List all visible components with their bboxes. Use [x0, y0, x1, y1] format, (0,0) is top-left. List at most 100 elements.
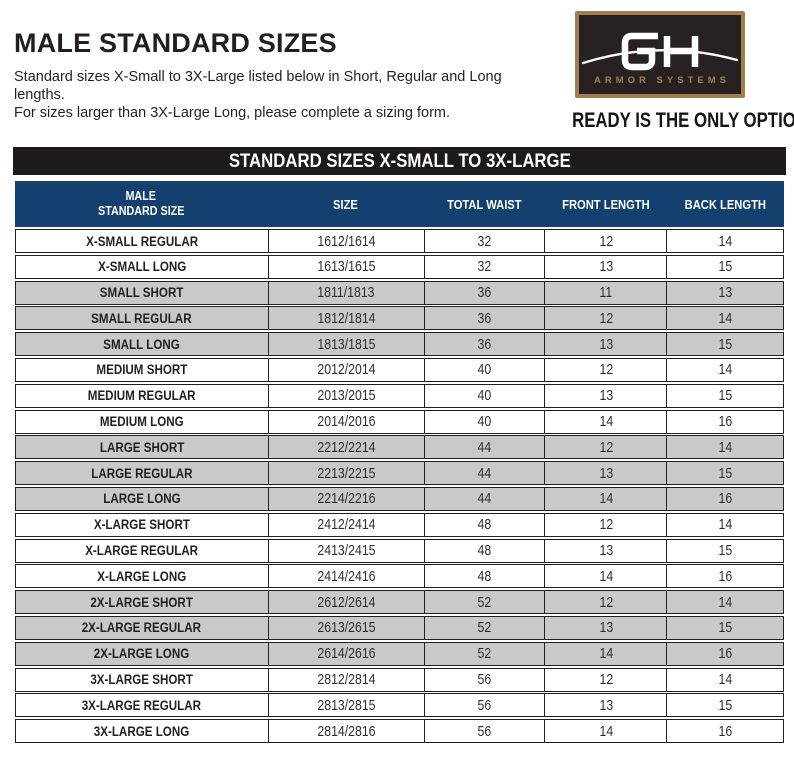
total-waist-cell: 48 [424, 539, 544, 562]
front-length-cell: 13 [544, 539, 666, 562]
table-row: 3X-LARGE LONG 2814/2816 56 14 16 [15, 719, 784, 744]
table-row: MEDIUM REGULAR 2013/2015 40 13 15 [15, 383, 784, 408]
table-row: 2X-LARGE SHORT 2612/2614 52 12 14 [15, 590, 784, 615]
front-length-cell: 12 [544, 513, 666, 536]
size-name-cell: X-SMALL LONG [97, 259, 186, 275]
table-row: X-LARGE LONG 2414/2416 48 14 16 [15, 564, 784, 589]
table-row: LARGE LONG 2214/2216 44 14 16 [15, 486, 784, 511]
back-length-cell: 16 [666, 487, 783, 510]
size-name-cell: 2X-LARGE REGULAR [82, 620, 202, 636]
size-code-cell: 1812/1814 [267, 307, 424, 330]
front-length-cell: 14 [544, 642, 666, 665]
front-length-cell: 13 [544, 255, 666, 278]
table-row: X-SMALL LONG 1613/1615 32 13 15 [15, 254, 784, 279]
table-row: MEDIUM SHORT 2012/2014 40 12 14 [15, 357, 784, 382]
front-length-cell: 13 [544, 333, 666, 356]
size-name-cell: X-LARGE SHORT [93, 517, 190, 533]
total-waist-cell: 56 [424, 668, 544, 691]
front-length-cell: 11 [544, 281, 666, 304]
column-header-standard-size: MALE STANDARD SIZE [97, 189, 185, 218]
table-row: X-SMALL REGULAR 1612/1614 32 12 14 [15, 229, 784, 253]
subtitle: Standard sizes X-Small to 3X-Large liste… [14, 68, 524, 122]
front-length-cell: 12 [544, 230, 666, 252]
size-code-cell: 1613/1615 [267, 255, 424, 278]
total-waist-cell: 32 [424, 255, 544, 278]
back-length-cell: 16 [666, 565, 783, 588]
column-header-size: SIZE [333, 196, 359, 212]
size-code-cell: 2412/2414 [267, 513, 424, 536]
front-length-cell: 14 [544, 410, 666, 433]
total-waist-cell: 52 [424, 616, 544, 639]
table-row: SMALL LONG 1813/1815 36 13 15 [15, 332, 784, 357]
front-length-cell: 12 [544, 358, 666, 381]
back-length-cell: 13 [666, 281, 783, 304]
size-name-cell: SMALL LONG [103, 336, 181, 352]
size-code-cell: 2613/2615 [267, 616, 424, 639]
size-name-cell: SMALL REGULAR [91, 310, 192, 326]
logo-name: ARMOR SYSTEMS [594, 74, 730, 86]
total-waist-cell: 52 [424, 642, 544, 665]
front-length-cell: 14 [544, 565, 666, 588]
subtitle-line-1: Standard sizes X-Small to 3X-Large liste… [14, 69, 502, 103]
subtitle-line-2: For sizes larger than 3X-Large Long, ple… [14, 105, 451, 121]
size-code-cell: 2214/2216 [267, 487, 424, 510]
size-name-cell: X-SMALL REGULAR [85, 233, 198, 249]
document-header: MALE STANDARD SIZES Standard sizes X-Sma… [14, 28, 524, 122]
size-code-cell: 2213/2215 [267, 462, 424, 485]
total-waist-cell: 44 [424, 436, 544, 459]
table-row: LARGE SHORT 2212/2214 44 12 14 [15, 435, 784, 460]
front-length-cell: 12 [544, 668, 666, 691]
page-title: MALE STANDARD SIZES [14, 28, 337, 58]
size-name-cell: MEDIUM SHORT [96, 362, 188, 378]
back-length-cell: 14 [666, 358, 783, 381]
total-waist-cell: 36 [424, 333, 544, 356]
size-code-cell: 2614/2616 [267, 642, 424, 665]
size-code-cell: 2812/2814 [267, 668, 424, 691]
total-waist-cell: 44 [424, 487, 544, 510]
size-name-cell: X-LARGE LONG [97, 568, 187, 584]
size-name-cell: 2X-LARGE LONG [94, 646, 190, 662]
total-waist-cell: 52 [424, 591, 544, 614]
size-name-cell: 3X-LARGE LONG [94, 723, 190, 739]
table-row: MEDIUM LONG 2014/2016 40 14 16 [15, 409, 784, 434]
size-name-cell: SMALL SHORT [99, 285, 184, 301]
table-row: 3X-LARGE REGULAR 2813/2815 56 13 15 [15, 693, 784, 718]
total-waist-cell: 56 [424, 694, 544, 717]
back-length-cell: 14 [666, 668, 783, 691]
size-code-cell: 2212/2214 [267, 436, 424, 459]
back-length-cell: 15 [666, 255, 783, 278]
size-code-cell: 1813/1815 [267, 333, 424, 356]
brand-tagline: READY IS THE ONLY OPTION. [572, 109, 794, 132]
size-name-cell: MEDIUM REGULAR [87, 388, 196, 404]
total-waist-cell: 40 [424, 384, 544, 407]
size-code-cell: 2012/2014 [267, 358, 424, 381]
back-length-cell: 15 [666, 539, 783, 562]
front-length-cell: 12 [544, 591, 666, 614]
table-title-banner: STANDARD SIZES X-SMALL TO 3X-LARGE [13, 147, 786, 175]
front-length-cell: 12 [544, 436, 666, 459]
table-title: STANDARD SIZES X-SMALL TO 3X-LARGE [228, 149, 571, 172]
size-name-cell: 2X-LARGE SHORT [90, 594, 194, 610]
total-waist-cell: 40 [424, 410, 544, 433]
size-name-cell: LARGE REGULAR [91, 465, 193, 481]
table-body: X-SMALL REGULAR 1612/1614 32 12 14 X-SMA… [15, 229, 784, 744]
size-name-cell: X-LARGE REGULAR [85, 543, 199, 559]
front-length-cell: 12 [544, 307, 666, 330]
size-code-cell: 1612/1614 [267, 230, 424, 252]
brand-block: ARMOR SYSTEMS READY IS THE ONLY OPTION. [542, 11, 794, 133]
table-row: SMALL SHORT 1811/1813 36 11 13 [15, 280, 784, 305]
total-waist-cell: 48 [424, 513, 544, 536]
size-code-cell: 2013/2015 [267, 384, 424, 407]
size-code-cell: 2612/2614 [267, 591, 424, 614]
back-length-cell: 14 [666, 436, 783, 459]
total-waist-cell: 56 [424, 720, 544, 743]
front-length-cell: 13 [544, 462, 666, 485]
back-length-cell: 14 [666, 307, 783, 330]
size-name-cell: 3X-LARGE SHORT [90, 672, 194, 688]
back-length-cell: 16 [666, 410, 783, 433]
size-table: MALE STANDARD SIZE SIZE TOTAL WAIST FRON… [15, 181, 784, 745]
front-length-cell: 13 [544, 616, 666, 639]
back-length-cell: 14 [666, 513, 783, 536]
back-length-cell: 16 [666, 720, 783, 743]
